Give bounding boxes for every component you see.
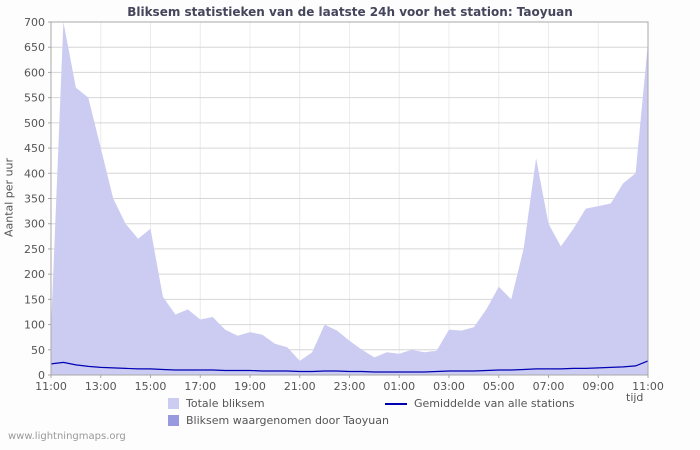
x-tick-label: 05:00 [483,380,515,393]
y-tick-label: 250 [24,243,45,256]
y-tick-label: 200 [24,268,45,281]
legend-label-taoyuan: Bliksem waargenomen door Taoyuan [186,414,389,427]
legend-item-taoyuan: Bliksem waargenomen door Taoyuan [168,414,389,427]
legend-swatch-gemiddelde-line [385,402,407,405]
legend-item-gemiddelde: Gemiddelde van alle stations [385,397,575,410]
y-tick-label: 150 [24,293,45,306]
series-line [50,360,649,373]
x-tick-label: 15:00 [135,380,167,393]
y-tick-label: 0 [38,369,45,382]
y-tick-label: 700 [24,16,45,29]
y-tick-label: 350 [24,193,45,206]
y-tick-label: 600 [24,66,45,79]
x-tick-label: 01:00 [383,380,415,393]
x-axis-label: tijd [626,391,644,404]
x-tick-label: 21:00 [284,380,316,393]
x-tick-label: 03:00 [433,380,465,393]
y-tick-label: 550 [24,92,45,105]
x-tick-label: 19:00 [234,380,266,393]
series-area [51,22,648,375]
x-tick-label: 11:00 [35,380,67,393]
y-tick-label: 100 [24,319,45,332]
x-tick-label: 11:00 [632,380,664,393]
legend-swatch-totale-bliksem [168,398,179,409]
x-tick-label: 23:00 [334,380,366,393]
x-tick-label: 07:00 [533,380,565,393]
legend-swatch-taoyuan [168,415,179,426]
y-tick-label: 450 [24,142,45,155]
chart-title: Bliksem statistieken van de laatste 24h … [127,5,573,19]
x-tick-label: 13:00 [85,380,117,393]
legend-label-gemiddelde: Gemiddelde van alle stations [414,397,575,410]
legend-item-totale-bliksem: Totale bliksem [168,397,265,410]
y-tick-label: 650 [24,41,45,54]
y-tick-label: 400 [24,167,45,180]
y-tick-label: 50 [31,344,45,357]
y-tick-label: 500 [24,117,45,130]
x-tick-label: 17:00 [184,380,216,393]
legend-label-totale-bliksem: Totale bliksem [186,397,265,410]
site-credit: www.lightningmaps.org [8,431,126,442]
y-tick-label: 300 [24,218,45,231]
x-tick-label: 09:00 [582,380,614,393]
